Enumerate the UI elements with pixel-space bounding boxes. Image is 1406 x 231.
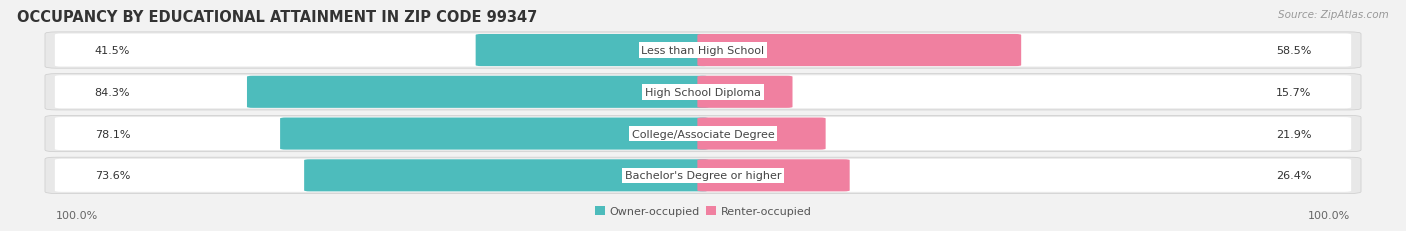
Text: 73.6%: 73.6% <box>94 170 131 181</box>
Text: 41.5%: 41.5% <box>94 46 131 56</box>
Text: Less than High School: Less than High School <box>641 46 765 56</box>
Text: 100.0%: 100.0% <box>1308 210 1350 220</box>
Text: Bachelor's Degree or higher: Bachelor's Degree or higher <box>624 170 782 181</box>
FancyBboxPatch shape <box>280 118 709 150</box>
FancyBboxPatch shape <box>304 160 709 191</box>
FancyBboxPatch shape <box>45 33 1361 69</box>
FancyBboxPatch shape <box>55 34 1351 67</box>
Text: OCCUPANCY BY EDUCATIONAL ATTAINMENT IN ZIP CODE 99347: OCCUPANCY BY EDUCATIONAL ATTAINMENT IN Z… <box>17 10 537 25</box>
FancyBboxPatch shape <box>697 118 825 150</box>
Text: 78.1%: 78.1% <box>94 129 131 139</box>
FancyBboxPatch shape <box>55 159 1351 192</box>
FancyBboxPatch shape <box>697 76 793 108</box>
Text: 21.9%: 21.9% <box>1275 129 1312 139</box>
FancyBboxPatch shape <box>45 116 1361 152</box>
Legend: Owner-occupied, Renter-occupied: Owner-occupied, Renter-occupied <box>591 202 815 221</box>
FancyBboxPatch shape <box>247 76 709 108</box>
Text: 26.4%: 26.4% <box>1275 170 1312 181</box>
Text: College/Associate Degree: College/Associate Degree <box>631 129 775 139</box>
FancyBboxPatch shape <box>45 158 1361 194</box>
Text: 100.0%: 100.0% <box>56 210 98 220</box>
FancyBboxPatch shape <box>475 35 709 67</box>
FancyBboxPatch shape <box>697 35 1021 67</box>
FancyBboxPatch shape <box>55 118 1351 150</box>
Text: Source: ZipAtlas.com: Source: ZipAtlas.com <box>1278 10 1389 20</box>
Text: 15.7%: 15.7% <box>1275 87 1312 97</box>
FancyBboxPatch shape <box>55 76 1351 109</box>
FancyBboxPatch shape <box>45 74 1361 110</box>
Text: 58.5%: 58.5% <box>1275 46 1312 56</box>
FancyBboxPatch shape <box>697 160 849 191</box>
Text: 84.3%: 84.3% <box>94 87 131 97</box>
Text: High School Diploma: High School Diploma <box>645 87 761 97</box>
